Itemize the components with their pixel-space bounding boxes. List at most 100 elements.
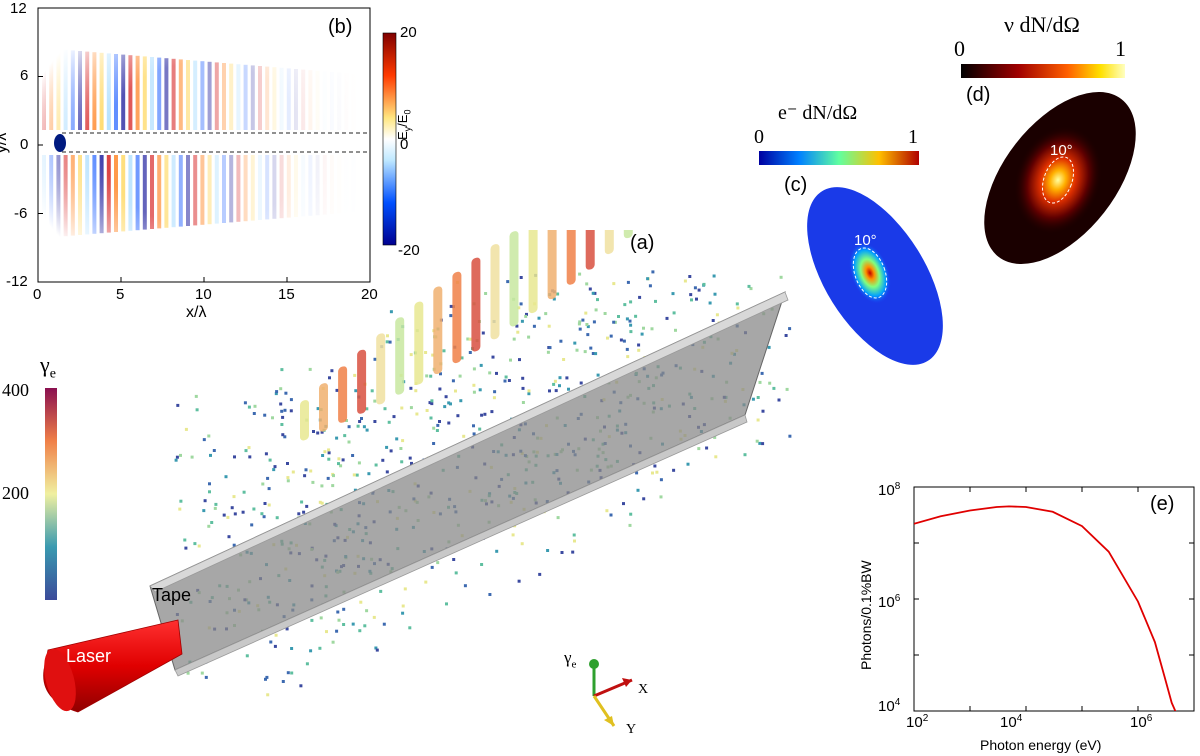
electron-slice — [357, 349, 367, 414]
electron-particle — [490, 410, 494, 414]
panel-a: (a) Tape Laser γe 400 200 γe X Y — [0, 230, 820, 756]
electron-particle — [463, 584, 467, 588]
electron-particle — [695, 297, 698, 301]
electron-particle — [459, 399, 463, 403]
electron-particle — [309, 469, 313, 473]
panel-d-map — [961, 64, 1136, 265]
electron-particle — [401, 604, 405, 608]
xtick-base: 10 — [1130, 714, 1147, 731]
electron-particle — [392, 415, 396, 419]
electron-particle — [429, 374, 433, 378]
electron-particle — [593, 291, 597, 295]
electron-particle — [688, 275, 692, 278]
electron-particle — [623, 303, 627, 307]
electron-particle — [358, 420, 362, 423]
electron-particle — [655, 470, 659, 474]
electron-particle — [628, 523, 632, 527]
electron-particle — [693, 286, 697, 290]
electron-particle — [342, 607, 346, 611]
electron-particle — [281, 680, 285, 683]
electron-particle — [583, 350, 587, 354]
panel-c-cbar-min: 0 — [754, 126, 764, 148]
electron-particle — [638, 295, 642, 299]
panel-d: ν dN/dΩ 0 1 (d) 10° — [940, 0, 1200, 280]
panel-b-ytick: 6 — [20, 67, 29, 84]
electron-particle — [495, 371, 498, 375]
panel-c-cbar-max: 1 — [908, 126, 918, 148]
electron-slice — [490, 244, 500, 340]
electron-particle — [286, 476, 290, 480]
electron-particle — [320, 501, 324, 505]
electron-particle — [195, 408, 199, 412]
electron-particle — [579, 381, 583, 385]
electron-particle — [264, 452, 268, 456]
electron-particle — [642, 326, 645, 330]
electron-particle — [517, 579, 521, 583]
electron-particle — [527, 389, 531, 393]
electron-particle — [408, 626, 412, 630]
electron-particle — [297, 512, 301, 516]
electron-particle — [275, 516, 279, 520]
electron-particle — [478, 388, 482, 392]
electron-particle — [335, 629, 339, 633]
electron-particle — [512, 337, 516, 341]
electron-particle — [327, 451, 331, 455]
electron-particle — [303, 474, 307, 478]
electron-particle — [588, 287, 592, 291]
electron-particle — [449, 314, 453, 318]
electron-particle — [319, 616, 323, 620]
electron-particle — [468, 351, 472, 354]
panel-b-ytick: -6 — [14, 205, 28, 222]
electron-particle — [548, 389, 551, 393]
electron-particle — [190, 455, 194, 459]
electron-particle — [309, 649, 313, 653]
panel-b-ytick: 12 — [10, 0, 27, 17]
electron-particle — [208, 482, 211, 486]
electron-particle — [544, 312, 548, 316]
electron-particle — [424, 580, 428, 584]
electron-particle — [432, 442, 436, 445]
tape-label: Tape — [152, 585, 192, 605]
electron-slice — [604, 230, 614, 255]
electron-particle — [758, 380, 762, 384]
electron-particle — [233, 455, 236, 459]
electron-particle — [609, 334, 613, 338]
xtick-base: 10 — [1000, 714, 1017, 731]
electron-slice — [547, 230, 557, 300]
ytick-base: 10 — [878, 698, 895, 715]
electron-particle — [373, 420, 377, 423]
panel-b: (b) 12 6 0 -6 -12 0 5 10 15 20 x/λ y/λ 2… — [0, 0, 440, 330]
triad-gamma: γ — [564, 648, 572, 667]
electron-particle — [284, 391, 288, 395]
ytick-base: 10 — [878, 594, 895, 611]
electron-particle — [194, 394, 198, 398]
electron-particle — [454, 571, 458, 575]
panel-c: e⁻ dN/dΩ 0 1 (c) 10° — [740, 90, 970, 390]
electron-particle — [341, 458, 345, 462]
electron-particle — [274, 633, 278, 637]
electron-particle — [686, 462, 690, 466]
electron-particle — [479, 363, 483, 367]
electron-particle — [272, 468, 276, 472]
panel-b-xtick: 15 — [278, 286, 295, 303]
electron-particle — [290, 647, 294, 650]
electron-particle — [273, 465, 277, 469]
electron-particle — [214, 502, 218, 506]
electron-particle — [382, 622, 386, 626]
electron-particle — [179, 499, 183, 503]
electron-particle — [289, 398, 293, 402]
electron-particle — [650, 327, 654, 331]
electron-particle — [521, 401, 525, 404]
electron-particle — [273, 644, 277, 648]
electron-particle — [758, 441, 762, 445]
electron-particle — [743, 453, 747, 457]
electron-particle — [636, 488, 640, 492]
electron-particle — [788, 327, 792, 331]
electron-particle — [554, 389, 558, 393]
electron-particle — [328, 376, 331, 380]
chart-ytick: 106 — [878, 593, 900, 611]
electron-particle — [777, 398, 781, 402]
electron-particle — [358, 629, 362, 633]
electron-particle — [492, 396, 496, 400]
electron-particle — [222, 513, 226, 517]
